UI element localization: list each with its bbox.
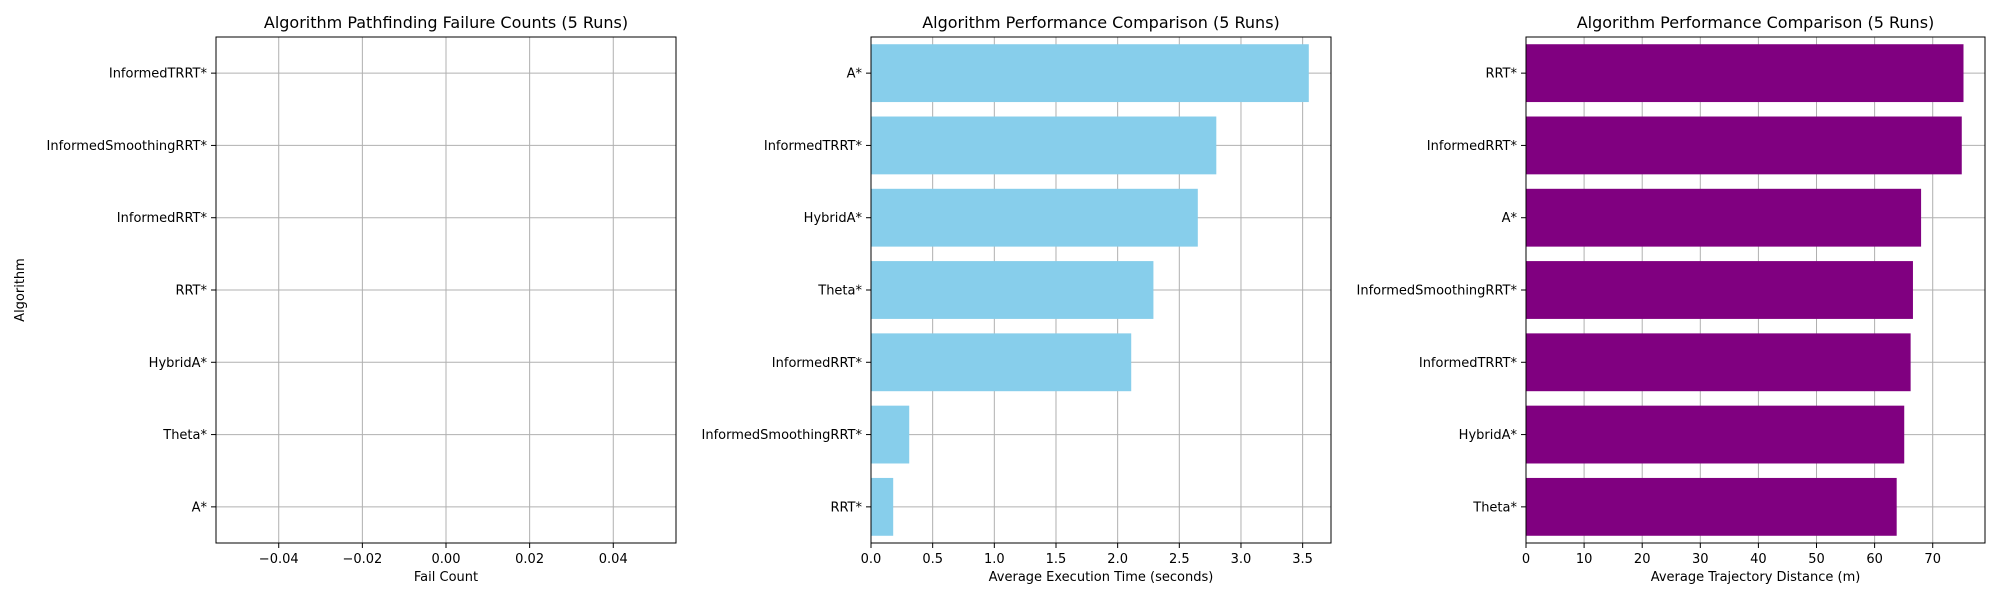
x-axis-label: Fail Count: [414, 570, 478, 585]
x-tick-label: 0.02: [515, 552, 544, 567]
y-axis-label: Algorithm: [13, 258, 28, 322]
chart-title: Algorithm Performance Comparison (5 Runs…: [1577, 13, 1935, 32]
x-tick-label: 10: [1576, 552, 1593, 567]
y-tick-label: RRT*: [175, 284, 207, 299]
x-tick-label: 0: [1522, 552, 1530, 567]
chart-title: Algorithm Pathfinding Failure Counts (5 …: [264, 13, 628, 32]
bar-theta-star: [1526, 477, 1897, 536]
bar-hybrida-star: [871, 188, 1198, 247]
y-tick-label: Theta*: [162, 428, 207, 443]
bar-informedrrt-star: [871, 333, 1132, 392]
bar-informedrrt-star: [1526, 116, 1962, 175]
y-tick-label: HybridA*: [804, 211, 863, 226]
bar-rrt-star: [1526, 44, 1964, 103]
bar-informedsmoothingrrt-star: [1526, 261, 1913, 319]
y-tick-label: InformedRRT*: [117, 211, 208, 226]
chart-title: Algorithm Performance Comparison (5 Runs…: [922, 13, 1280, 32]
x-tick-label: 70: [1924, 552, 1941, 567]
bar-informedtrrt-star: [1526, 333, 1911, 392]
y-tick-label: A*: [192, 500, 208, 515]
y-tick-label: HybridA*: [1459, 428, 1518, 443]
bar-a-star: [871, 44, 1309, 103]
x-tick-label: 60: [1866, 552, 1883, 567]
bar-informedtrrt-star: [871, 116, 1217, 175]
x-axis-label: Average Execution Time (seconds): [989, 570, 1214, 585]
y-tick-label: InformedTRRT*: [1419, 356, 1518, 371]
bar-rrt-star: [871, 477, 894, 536]
bar-informedsmoothingrrt-star: [871, 405, 910, 464]
x-tick-label: 40: [1750, 552, 1767, 567]
x-tick-label: 2.5: [1169, 552, 1190, 567]
x-tick-label: 3.5: [1292, 552, 1313, 567]
x-tick-label: 0.04: [599, 552, 628, 567]
y-tick-label: RRT*: [830, 500, 862, 515]
y-tick-label: InformedSmoothingRRT*: [702, 428, 863, 443]
x-tick-label: 0.5: [922, 552, 943, 567]
x-tick-label: −0.04: [259, 552, 299, 567]
x-tick-label: −0.02: [342, 552, 382, 567]
y-tick-label: Theta*: [817, 284, 862, 299]
y-tick-label: A*: [847, 67, 863, 82]
y-tick-label: InformedSmoothingRRT*: [47, 139, 208, 154]
bar-theta-star: [871, 261, 1154, 319]
y-tick-label: Theta*: [1472, 500, 1517, 515]
y-tick-label: InformedRRT*: [772, 356, 863, 371]
y-tick-label: RRT*: [1485, 67, 1517, 82]
bar-a-star: [1526, 188, 1922, 247]
y-tick-label: InformedRRT*: [1427, 139, 1518, 154]
x-tick-label: 3.0: [1231, 552, 1252, 567]
y-tick-label: InformedTRRT*: [764, 139, 863, 154]
chart-3: 0 10 20 30 40 50 60 70 Theta* HybridA* InformedTRR…: [1357, 13, 1986, 585]
x-tick-label: 30: [1692, 552, 1709, 567]
x-tick-label: 0.00: [432, 552, 461, 567]
y-tick-label: InformedSmoothingRRT*: [1357, 284, 1518, 299]
chart-2: 0.0 0.5 1.0 1.5 2.0 2.5 3.0 3.5 RRT* InformedSmoo…: [702, 13, 1332, 585]
y-tick-label: HybridA*: [149, 356, 208, 371]
x-tick-label: 20: [1634, 552, 1651, 567]
x-tick-label: 1.0: [984, 552, 1005, 567]
x-tick-label: 50: [1808, 552, 1825, 567]
x-tick-label: 0.0: [861, 552, 882, 567]
x-axis-label: Average Trajectory Distance (m): [1651, 570, 1861, 585]
y-tick-label: A*: [1502, 211, 1518, 226]
x-tick-label: 2.0: [1107, 552, 1128, 567]
x-tick-label: 1.5: [1046, 552, 1067, 567]
bar-hybrida-star: [1526, 405, 1905, 464]
y-tick-label: InformedTRRT*: [109, 67, 208, 82]
chart-1: −0.04 −0.02 0.00 0.02 0.04 A* Theta* HybridA* RR…: [13, 13, 677, 585]
